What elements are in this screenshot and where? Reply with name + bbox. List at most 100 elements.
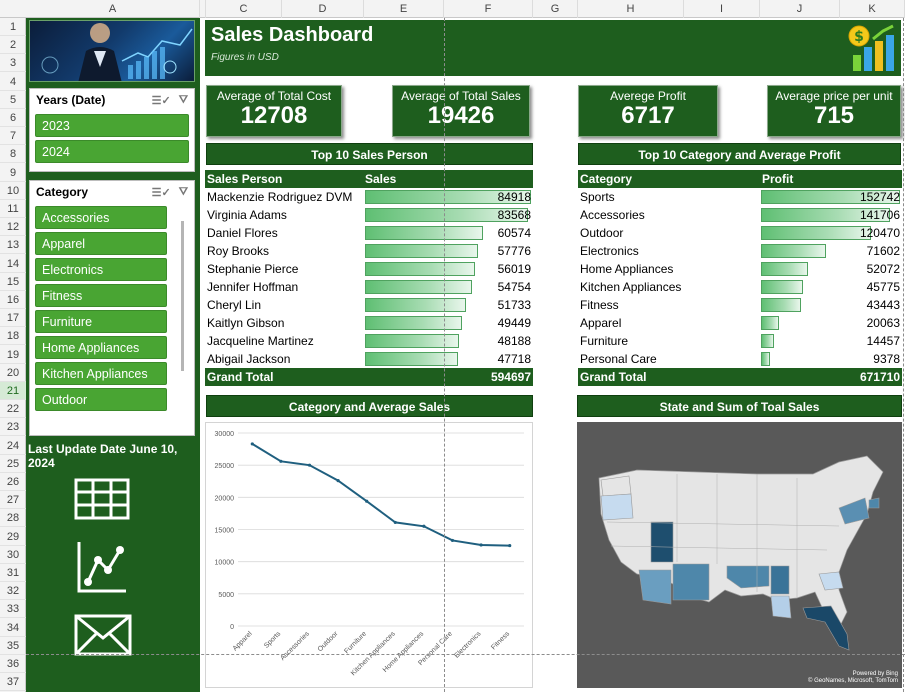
year-slicer-item-2024[interactable]: 2024 <box>35 140 189 163</box>
row-header-cell[interactable]: 4 <box>0 73 26 91</box>
category-slicer-item-apparel[interactable]: Apparel <box>35 232 167 255</box>
sales-person-value: 51733 <box>497 298 531 312</box>
state-sales-map[interactable]: Powered by Bing © GeoNames, Microsoft, T… <box>577 422 902 688</box>
row-header-cell[interactable]: 8 <box>0 145 26 164</box>
category-slicer-item-accessories[interactable]: Accessories <box>35 206 167 229</box>
row-header-cell[interactable]: 2 <box>0 36 26 55</box>
row-header-cell[interactable]: 31 <box>0 564 26 582</box>
category-slicer-item-kitchen-appliances[interactable]: Kitchen Appliances <box>35 362 167 385</box>
column-header-cell[interactable]: I <box>684 0 760 18</box>
sales-person-name: Virginia Adams <box>207 208 287 222</box>
row-header-cell[interactable]: 9 <box>0 164 26 182</box>
table-row: Daniel Flores 60574 <box>205 224 533 242</box>
data-bar <box>365 280 473 294</box>
row-header-cell[interactable]: 13 <box>0 236 26 255</box>
row-header-cell[interactable]: 3 <box>0 54 26 73</box>
row-header-cell[interactable]: 26 <box>0 473 26 491</box>
multi-select-icon[interactable]: ☰✓ <box>151 186 171 199</box>
data-bar <box>761 190 900 204</box>
data-bar <box>761 334 775 348</box>
row-header-cell[interactable]: 30 <box>0 546 26 564</box>
row-header-cell[interactable]: 20 <box>0 364 26 382</box>
y-tick-label: 30000 <box>215 431 235 438</box>
row-header-cell[interactable]: 18 <box>0 327 26 346</box>
table-row: Stephanie Pierce 56019 <box>205 260 533 278</box>
category-value: 52072 <box>866 262 900 276</box>
row-header-cell[interactable]: 6 <box>0 109 26 127</box>
row-header-cell[interactable]: 21 <box>0 382 26 400</box>
state-new-york <box>838 497 870 525</box>
column-header-cell[interactable]: A <box>26 0 200 18</box>
row-header-cell[interactable]: 37 <box>0 673 26 692</box>
row-header-cell[interactable]: 35 <box>0 637 26 655</box>
row-header-cell[interactable]: 24 <box>0 437 26 455</box>
table-row: Apparel 20063 <box>578 314 902 332</box>
column-header-cell[interactable]: E <box>364 0 444 18</box>
column-header-cell[interactable]: C <box>206 0 282 18</box>
data-point <box>393 520 397 525</box>
table-row: Cheryl Lin 51733 <box>205 296 533 314</box>
row-header-cell[interactable]: 7 <box>0 127 26 146</box>
sales-person-table-title: Top 10 Sales Person <box>206 143 533 165</box>
mail-icon[interactable] <box>74 614 132 659</box>
row-header-cell[interactable]: 16 <box>0 291 26 309</box>
table-icon[interactable] <box>74 478 130 523</box>
category-slicer-item-outdoor[interactable]: Outdoor <box>35 388 167 411</box>
row-header-cell[interactable]: 36 <box>0 655 26 673</box>
row-header-cell[interactable]: 17 <box>0 309 26 328</box>
column-header-cell[interactable]: G <box>533 0 578 18</box>
data-bar <box>365 352 459 366</box>
category-name: Home Appliances <box>580 262 674 276</box>
data-point <box>508 543 512 548</box>
row-header-cell[interactable]: 33 <box>0 600 26 619</box>
category-sales-line-chart[interactable]: 0 5000 10000 15000 20000 25000 30000 Apparel Spo… <box>205 422 533 688</box>
category-slicer-title: Category <box>36 185 89 199</box>
state-new-mexico <box>672 563 710 601</box>
row-header-cell[interactable]: 32 <box>0 582 26 601</box>
x-tick-label: Electronics <box>453 630 483 660</box>
column-header-cell[interactable]: F <box>444 0 533 18</box>
data-bar <box>761 298 801 312</box>
column-header-cell[interactable] <box>200 0 206 18</box>
column-header-cell[interactable]: H <box>578 0 684 18</box>
category-slicer-item-furniture[interactable]: Furniture <box>35 310 167 333</box>
category-slicer-item-fitness[interactable]: Fitness <box>35 284 167 307</box>
data-bar <box>365 262 475 276</box>
row-header-cell[interactable]: 34 <box>0 619 26 637</box>
column-header-cell[interactable]: J <box>760 0 840 18</box>
years-slicer-title: Years (Date) <box>36 93 106 107</box>
row-header-cell[interactable]: 19 <box>0 346 26 364</box>
multi-select-icon[interactable]: ☰✓ <box>151 94 171 107</box>
row-header-cell[interactable]: 23 <box>0 418 26 437</box>
category-profit-table-title: Top 10 Category and Average Profit <box>578 143 901 165</box>
column-header-cell[interactable]: D <box>282 0 364 18</box>
row-header-cell[interactable]: 29 <box>0 528 26 546</box>
row-header-cell[interactable]: 14 <box>0 255 26 273</box>
year-slicer-item-2023[interactable]: 2023 <box>35 114 189 137</box>
kpi-avg-total-sales: Average of Total Sales 19426 <box>392 85 530 137</box>
row-header-cell[interactable]: 25 <box>0 455 26 473</box>
row-header-cell[interactable]: 10 <box>0 182 26 200</box>
row-header-cell[interactable]: 1 <box>0 18 26 36</box>
x-tick-label: Sports <box>263 630 283 650</box>
clear-filter-icon[interactable]: ⛛ <box>178 93 188 106</box>
data-bar <box>365 190 531 204</box>
category-value: 14457 <box>866 334 900 348</box>
row-header-cell[interactable]: 12 <box>0 218 26 237</box>
row-header-cell[interactable]: 28 <box>0 509 26 528</box>
kpi-avg-profit: Averege Profit 6717 <box>578 85 718 137</box>
row-header-cell[interactable]: 22 <box>0 400 26 419</box>
row-header-cell[interactable]: 11 <box>0 200 26 218</box>
row-header-cell[interactable]: 15 <box>0 273 26 291</box>
category-slicer-item-electronics[interactable]: Electronics <box>35 258 167 281</box>
row-header-cell[interactable]: 5 <box>0 91 26 109</box>
category-slicer-item-home-appliances[interactable]: Home Appliances <box>35 336 167 359</box>
slicer-scrollbar[interactable] <box>181 221 184 371</box>
clear-filter-icon[interactable]: ⛛ <box>178 185 188 198</box>
category-name: Personal Care <box>580 352 657 366</box>
state-oregon <box>600 493 634 521</box>
row-header-cell[interactable]: 27 <box>0 491 26 510</box>
sales-person-value: 49449 <box>497 316 531 330</box>
line-chart-icon[interactable] <box>76 540 128 597</box>
column-header-cell[interactable]: K <box>840 0 905 18</box>
